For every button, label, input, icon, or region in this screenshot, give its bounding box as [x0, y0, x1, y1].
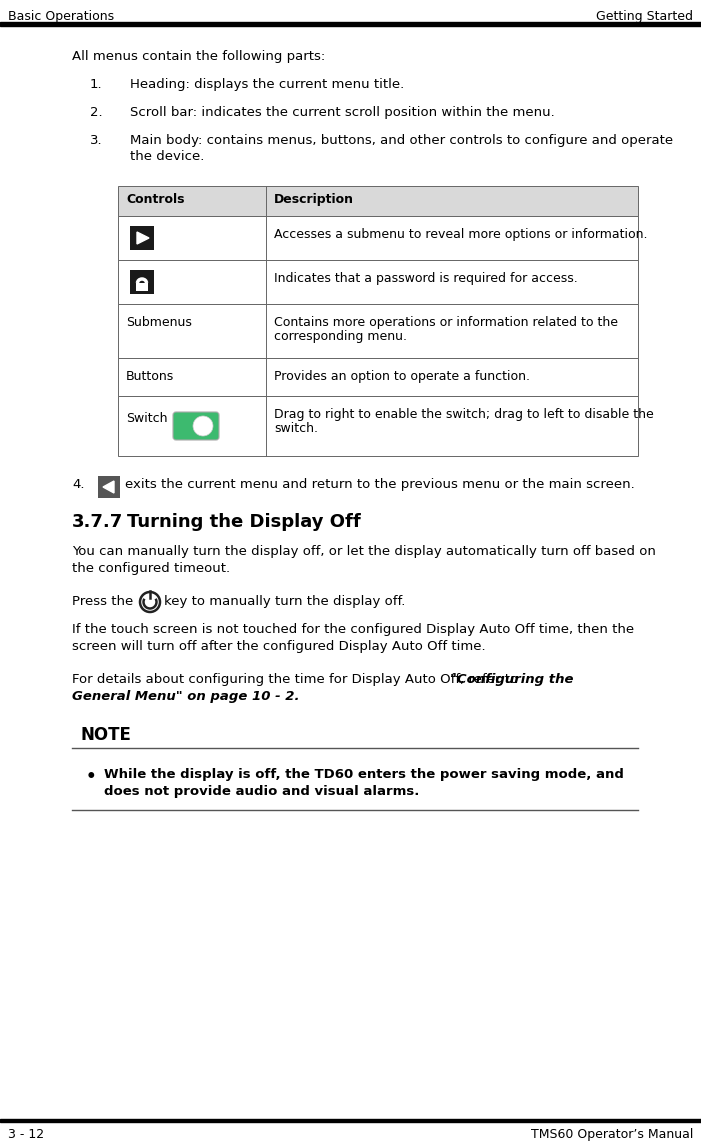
- Text: Description: Description: [274, 193, 354, 206]
- Circle shape: [193, 416, 213, 436]
- Text: 1.: 1.: [90, 78, 102, 92]
- Text: the device.: the device.: [130, 150, 205, 162]
- Bar: [118, 304, 638, 358]
- Text: Heading: displays the current menu title.: Heading: displays the current menu title…: [130, 78, 404, 92]
- Text: If the touch screen is not touched for the configured Display Auto Off time, the: If the touch screen is not touched for t…: [72, 623, 634, 636]
- Text: corresponding menu.: corresponding menu.: [274, 329, 407, 343]
- Text: does not provide audio and visual alarms.: does not provide audio and visual alarms…: [104, 785, 419, 799]
- Text: All menus contain the following parts:: All menus contain the following parts:: [72, 50, 325, 63]
- Text: 4.: 4.: [72, 478, 85, 491]
- Text: screen will turn off after the configured Display Auto Off time.: screen will turn off after the configure…: [72, 639, 486, 653]
- Text: Scroll bar: indicates the current scroll position within the menu.: Scroll bar: indicates the current scroll…: [130, 106, 554, 119]
- Text: 3.7.7: 3.7.7: [72, 513, 123, 531]
- Text: Accesses a submenu to reveal more options or information.: Accesses a submenu to reveal more option…: [274, 228, 648, 241]
- Text: switch.: switch.: [274, 422, 318, 435]
- Text: "Configuring the: "Configuring the: [450, 673, 573, 686]
- Text: Press the: Press the: [72, 595, 133, 607]
- Bar: [118, 186, 638, 216]
- Text: While the display is off, the TD60 enters the power saving mode, and: While the display is off, the TD60 enter…: [104, 768, 624, 781]
- Text: Buttons: Buttons: [126, 370, 175, 383]
- Bar: [0, 22, 701, 26]
- Text: Provides an option to operate a function.: Provides an option to operate a function…: [274, 370, 530, 383]
- Text: You can manually turn the display off, or let the display automatically turn off: You can manually turn the display off, o…: [72, 545, 656, 558]
- Bar: [118, 396, 638, 456]
- Circle shape: [140, 591, 160, 612]
- Text: 2.: 2.: [90, 106, 102, 119]
- Text: the configured timeout.: the configured timeout.: [72, 562, 230, 575]
- Text: Main body: contains menus, buttons, and other controls to configure and operate: Main body: contains menus, buttons, and …: [130, 134, 673, 146]
- Text: key to manually turn the display off.: key to manually turn the display off.: [164, 595, 405, 607]
- Polygon shape: [103, 480, 114, 493]
- Text: Controls: Controls: [126, 193, 184, 206]
- Text: Contains more operations or information related to the: Contains more operations or information …: [274, 316, 618, 329]
- Text: General Menu" on page 10 - 2.: General Menu" on page 10 - 2.: [72, 690, 299, 704]
- Bar: [98, 476, 120, 498]
- Text: Submenus: Submenus: [126, 316, 192, 329]
- Bar: [130, 227, 154, 251]
- Text: Switch: Switch: [126, 412, 168, 426]
- Text: Turning the Display Off: Turning the Display Off: [127, 513, 361, 531]
- Text: NOTE: NOTE: [80, 726, 131, 744]
- Text: exits the current menu and return to the previous menu or the main screen.: exits the current menu and return to the…: [125, 478, 634, 491]
- Text: Drag to right to enable the switch; drag to left to disable the: Drag to right to enable the switch; drag…: [274, 408, 654, 421]
- Bar: [118, 216, 638, 260]
- Text: 3.: 3.: [90, 134, 102, 146]
- Text: For details about configuring the time for Display Auto Off, refer to: For details about configuring the time f…: [72, 673, 522, 686]
- Bar: [118, 260, 638, 304]
- Bar: [136, 283, 148, 291]
- Bar: [130, 270, 154, 294]
- Polygon shape: [137, 232, 149, 244]
- Text: Indicates that a password is required for access.: Indicates that a password is required fo…: [274, 272, 578, 285]
- Bar: [0, 1119, 701, 1122]
- Text: •: •: [86, 768, 97, 786]
- Text: Basic Operations: Basic Operations: [8, 10, 114, 23]
- Text: TMS60 Operator’s Manual: TMS60 Operator’s Manual: [531, 1128, 693, 1141]
- Text: 3 - 12: 3 - 12: [8, 1128, 44, 1141]
- Bar: [118, 358, 638, 396]
- FancyBboxPatch shape: [173, 412, 219, 440]
- Text: Getting Started: Getting Started: [596, 10, 693, 23]
